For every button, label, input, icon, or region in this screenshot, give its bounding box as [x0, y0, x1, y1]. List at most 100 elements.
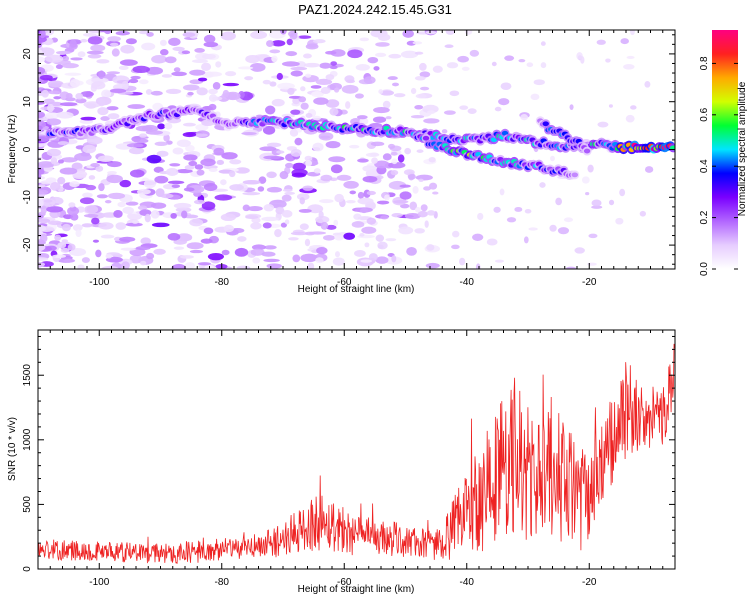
heat-cell: [90, 44, 106, 52]
heat-cell: [406, 247, 417, 256]
heat-cell: [80, 91, 94, 97]
heat-cell: [132, 220, 139, 224]
heat-cell: [333, 219, 339, 227]
heat-cell: [119, 179, 132, 188]
heat-cell: [208, 167, 218, 172]
heat-cell: [221, 152, 238, 160]
heat-cell: [288, 95, 302, 99]
heat-cell: [95, 249, 102, 258]
heat-cell: [325, 74, 335, 81]
heat-cell: [266, 142, 282, 148]
heat-cell: [107, 171, 117, 175]
heat-cell: [245, 215, 259, 220]
heat-cell: [297, 35, 312, 39]
heat-cell: [120, 247, 136, 251]
heat-cell: [374, 160, 390, 169]
heat-cell: [97, 98, 106, 107]
heat-cell: [207, 252, 224, 261]
heat-cell: [263, 258, 280, 263]
heat-cell: [400, 50, 419, 59]
heat-cell: [38, 56, 46, 63]
heat-cell: [127, 104, 146, 109]
heat-cell: [146, 31, 154, 37]
heat-cell: [38, 125, 43, 131]
snr-x-tick-label: -100: [89, 577, 109, 588]
heat-cell: [181, 50, 191, 55]
heat-cell: [129, 169, 145, 178]
heat-cell: [141, 124, 159, 133]
heat-cell: [105, 253, 113, 259]
heat-cell: [266, 171, 277, 179]
heat-cell: [542, 121, 549, 127]
heat-cell: [75, 98, 87, 104]
heat-cell: [144, 213, 151, 223]
heat-cell: [179, 255, 194, 259]
spectrogram-y-tick-label: 20: [22, 48, 33, 60]
heat-cell: [247, 206, 263, 212]
heat-cell: [359, 208, 369, 214]
heat-cell: [130, 75, 141, 80]
heat-cell: [417, 210, 428, 218]
heat-cell: [237, 236, 247, 242]
heat-cell: [458, 257, 466, 266]
heat-cell: [388, 180, 407, 190]
heat-cell: [524, 209, 532, 214]
heat-cell: [38, 184, 46, 188]
heat-cell: [312, 142, 324, 152]
heat-cell: [289, 128, 299, 137]
heat-cell: [54, 234, 62, 241]
heat-cell: [244, 76, 254, 81]
heat-cell: [171, 184, 180, 189]
heat-cell: [477, 212, 484, 221]
snr-x-tick-label: -60: [337, 577, 352, 588]
heat-cell: [187, 185, 205, 194]
heat-cell: [469, 49, 480, 57]
heat-cell: [409, 201, 418, 211]
heat-cell: [165, 167, 179, 176]
heat-cell: [312, 39, 326, 44]
heat-cell: [528, 227, 538, 231]
heat-cell: [100, 116, 110, 122]
heat-cell: [315, 215, 330, 224]
heat-cell: [213, 147, 225, 156]
heat-cell: [625, 114, 635, 123]
heat-cell: [82, 192, 93, 198]
heat-cell: [216, 159, 225, 166]
heat-cell: [277, 82, 295, 90]
heat-cell: [319, 62, 332, 69]
spectrogram-y-tick-label: 0: [22, 146, 33, 152]
heat-cell: [189, 249, 204, 254]
colorbar-bar: [712, 30, 738, 269]
heat-cell: [201, 62, 212, 72]
heat-cell: [326, 224, 337, 230]
heat-cell: [304, 231, 316, 236]
heat-cell: [182, 122, 196, 127]
heat-cell: [81, 257, 90, 263]
heat-cell: [72, 173, 87, 180]
heat-cell: [57, 141, 69, 146]
heat-cell: [146, 252, 155, 260]
heat-cell: [77, 51, 86, 58]
heat-cell: [300, 86, 306, 92]
heat-cell: [312, 115, 321, 121]
heat-cell: [300, 253, 318, 263]
heat-cell: [587, 164, 594, 173]
heat-cell: [251, 244, 266, 251]
heat-cell: [608, 199, 615, 206]
heat-cell: [313, 97, 329, 105]
heat-cell: [399, 184, 411, 188]
heat-cell: [444, 44, 454, 48]
heat-cell: [292, 254, 301, 263]
heat-cell: [330, 61, 338, 66]
heat-cell: [563, 217, 574, 223]
heat-cell: [57, 241, 67, 249]
heat-cell: [193, 199, 206, 205]
heat-cell: [97, 107, 109, 116]
heat-cell: [370, 141, 385, 147]
heat-cell: [343, 232, 356, 240]
heat-cell: [229, 159, 242, 165]
heat-cell: [296, 193, 310, 201]
heat-cell: [334, 87, 340, 93]
heat-cell: [132, 65, 151, 74]
heat-cell: [173, 246, 185, 250]
